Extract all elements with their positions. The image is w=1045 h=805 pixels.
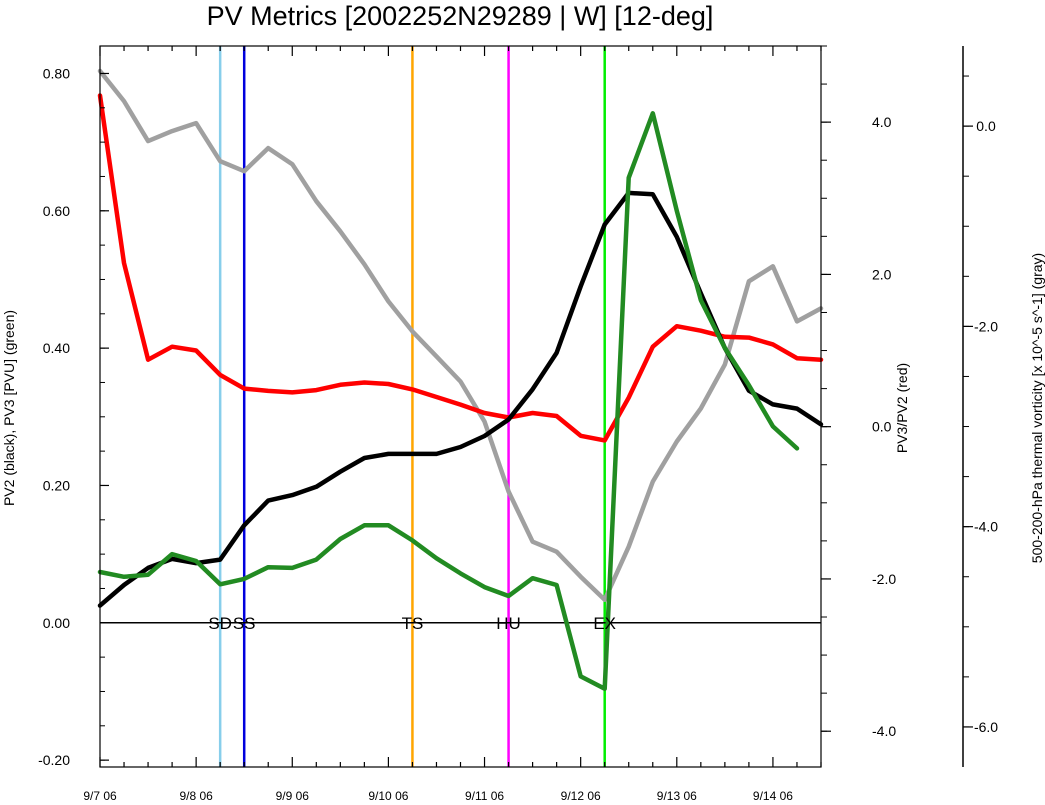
x-tick-label: 9/11 06 xyxy=(465,789,504,803)
right-axis: -4.0 -2.0 0.0 2.0 4.0 xyxy=(821,45,896,739)
far-right-tick-label: -6.0 xyxy=(974,719,998,735)
stage-label-sd: SD xyxy=(208,614,232,633)
pv2-series-line xyxy=(97,190,824,608)
right-tick-label: 4.0 xyxy=(872,114,892,130)
pv3-series-line xyxy=(97,111,800,691)
right-tick-label: 0.0 xyxy=(872,419,892,435)
x-tick-label: 9/9 06 xyxy=(276,789,310,803)
left-tick-label: 0.40 xyxy=(43,340,70,356)
left-tick-label: 0.80 xyxy=(43,65,70,81)
far-right-tick-label: -4.0 xyxy=(974,519,998,535)
x-tick-label: 9/7 06 xyxy=(83,789,117,803)
x-tick-label: 9/13 06 xyxy=(657,789,697,803)
far-right-axis-label: 500-200-hPa thermal vorticity [x 10^-5 s… xyxy=(1029,253,1045,563)
left-axis-label: PV2 (black), PV3 [PVU] (green) xyxy=(1,310,17,506)
x-tick-label: 9/12 06 xyxy=(561,789,601,803)
right-tick-label: -4.0 xyxy=(872,723,896,739)
stage-labels: SD SS TS HU EX xyxy=(208,614,616,633)
left-tick-label: 0.20 xyxy=(43,477,70,493)
right-tick-label: -2.0 xyxy=(872,571,896,587)
chart-title: PV Metrics [2002252N29289 | W] [12-deg] xyxy=(207,1,714,31)
left-axis: -0.20 0.00 0.20 0.40 0.60 0.80 xyxy=(38,65,109,768)
stage-label-hu: HU xyxy=(496,614,521,633)
data-series xyxy=(97,68,824,691)
left-tick-label: -0.20 xyxy=(38,752,70,768)
stage-lines xyxy=(100,46,821,767)
stage-label-ss: SS xyxy=(233,614,256,633)
thermal-vorticity-series-line xyxy=(97,68,824,603)
x-tick-label: 9/8 06 xyxy=(179,789,213,803)
stage-label-ex: EX xyxy=(593,614,616,633)
stage-label-ts: TS xyxy=(402,614,424,633)
x-tick-label: 9/14 06 xyxy=(753,789,793,803)
left-tick-label: 0.60 xyxy=(43,203,70,219)
left-tick-label: 0.00 xyxy=(43,615,70,631)
far-right-tick-label: 0.0 xyxy=(976,118,996,134)
pv-ratio-series-line xyxy=(97,93,824,443)
far-right-axis: -6.0 -4.0 -2.0 0.0 xyxy=(962,46,998,767)
right-tick-label: 2.0 xyxy=(872,266,892,282)
x-tick-label: 9/10 06 xyxy=(368,789,408,803)
far-right-tick-label: -2.0 xyxy=(974,318,998,334)
right-axis-label: PV3/PV2 (red) xyxy=(894,363,910,453)
x-axis: 9/7 06 9/8 06 9/9 06 9/10 06 9/11 06 9/12 06 9… xyxy=(83,46,822,803)
